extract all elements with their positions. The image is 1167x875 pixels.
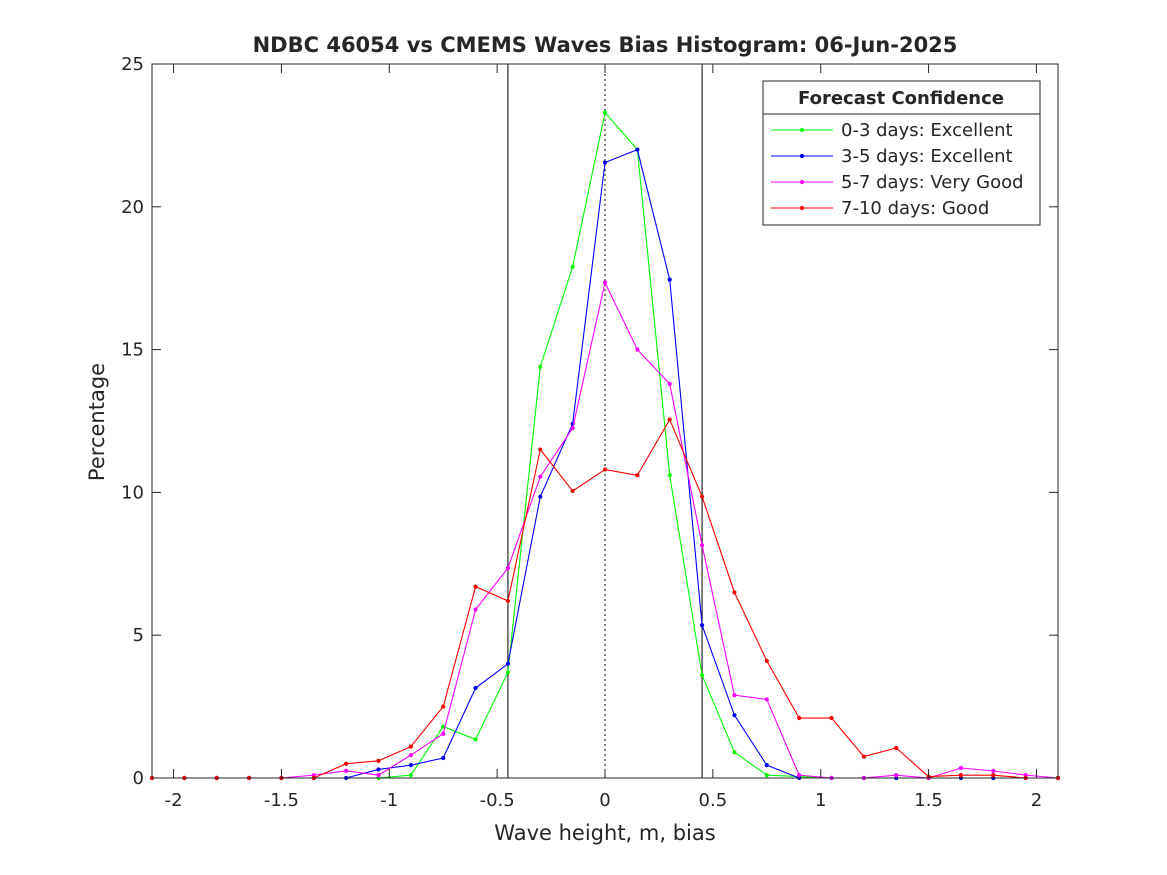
legend-marker-2: [799, 179, 805, 185]
data-point-3-25: [958, 773, 964, 778]
data-point-3-7: [376, 758, 381, 763]
data-point-3-17: [699, 494, 705, 499]
data-point-3-15: [635, 473, 640, 478]
data-point-3-26: [991, 773, 996, 778]
data-point-3-9: [441, 704, 446, 709]
data-point-2-8: [408, 753, 413, 758]
data-point-2-15: [635, 347, 640, 352]
data-point-3-19: [764, 658, 769, 664]
legend-marker-3: [799, 205, 805, 211]
data-point-0-14: [602, 110, 608, 115]
data-point-2-10: [473, 607, 478, 612]
chart-title: NDBC 46054 vs CMEMS Waves Bias Histogram…: [253, 33, 958, 57]
data-point-1-15: [635, 147, 640, 152]
y-tick-label-3: 15: [121, 340, 144, 361]
data-point-1-17: [699, 623, 705, 628]
data-point-2-7: [376, 773, 381, 778]
data-point-1-18: [732, 713, 737, 718]
data-point-3-21: [829, 715, 834, 721]
data-point-1-9: [441, 755, 446, 761]
x-tick-label-5: 0.5: [699, 790, 728, 811]
legend-box: [762, 80, 1041, 226]
y-tick-label-2: 10: [121, 482, 144, 503]
data-point-1-16: [667, 277, 672, 282]
legend-title: Forecast Confidence: [798, 88, 1004, 109]
data-point-2-26: [991, 768, 996, 773]
data-point-3-22: [861, 754, 866, 759]
x-tick-label-1: -1.5: [264, 790, 299, 811]
data-point-3-13: [570, 488, 575, 494]
data-point-2-18: [732, 693, 737, 698]
data-point-2-19: [764, 697, 769, 702]
x-tick-label-6: 1: [815, 790, 826, 811]
data-point-0-12: [538, 364, 543, 369]
x-tick-label-8: 2: [1031, 790, 1042, 811]
data-point-2-6: [344, 768, 349, 773]
legend-entry-0: 0-3 days: Excellent: [771, 120, 1013, 141]
data-point-2-25: [958, 765, 964, 771]
data-point-0-8: [408, 773, 413, 778]
data-point-1-7: [376, 767, 381, 772]
data-point-3-10: [473, 584, 478, 589]
x-tick-label-4: 0: [599, 790, 610, 811]
y-tick-label-0: 0: [133, 768, 144, 789]
legend-label-0: 0-3 days: Excellent: [841, 120, 1013, 141]
x-axis-label: Wave height, m, bias: [494, 821, 715, 845]
data-point-0-11: [505, 670, 511, 675]
data-point-1-12: [538, 494, 543, 499]
data-point-2-9: [441, 731, 446, 736]
data-point-2-20: [797, 773, 802, 778]
y-tick-label-4: 20: [121, 197, 144, 218]
data-point-2-14: [602, 280, 608, 285]
data-point-0-17: [699, 673, 705, 678]
data-point-3-18: [732, 590, 737, 595]
data-point-1-11: [505, 661, 511, 666]
reference-lines: [507, 64, 703, 778]
data-point-1-14: [602, 160, 608, 165]
data-point-0-18: [732, 750, 737, 755]
y-tick-label-5: 25: [121, 54, 144, 75]
data-point-3-14: [602, 467, 608, 472]
x-tick-label-7: 1.5: [914, 790, 943, 811]
x-tick-label-3: -0.5: [480, 790, 515, 811]
data-point-2-23: [894, 773, 899, 778]
data-point-2-12: [538, 474, 543, 479]
data-point-3-11: [505, 598, 511, 604]
data-point-2-13: [570, 426, 575, 431]
y-axis-label: Percentage: [85, 363, 109, 481]
data-point-3-20: [797, 715, 802, 721]
legend-label-1: 3-5 days: Excellent: [841, 146, 1013, 167]
legend-label-3: 7-10 days: Good: [841, 198, 989, 219]
x-tick-label-2: -1: [380, 790, 398, 811]
data-point-3-6: [344, 761, 349, 766]
legend-entry-3: 7-10 days: Good: [771, 198, 989, 219]
data-point-2-17: [699, 543, 705, 548]
legend-marker-0: [799, 127, 805, 133]
data-point-0-19: [764, 773, 769, 778]
y-tick-label-1: 5: [133, 625, 144, 646]
data-point-1-8: [408, 763, 413, 768]
data-point-0-10: [473, 737, 478, 742]
data-point-2-16: [667, 381, 672, 386]
legend-entries: 0-3 days: Excellent 3-5 days: Excellent 5-…: [771, 120, 1024, 219]
data-point-2-11: [505, 565, 511, 571]
data-point-3-23: [894, 745, 899, 751]
data-point-0-16: [667, 473, 672, 478]
data-point-1-10: [473, 685, 478, 691]
legend-label-2: 5-7 days: Very Good: [841, 172, 1024, 193]
legend-entry-2: 5-7 days: Very Good: [771, 172, 1024, 193]
x-tick-label-0: -2: [165, 790, 183, 811]
legend-entry-1: 3-5 days: Excellent: [771, 146, 1013, 167]
data-point-0-13: [570, 264, 575, 269]
data-point-1-19: [764, 763, 769, 768]
data-point-3-16: [667, 417, 672, 422]
data-point-3-12: [538, 447, 543, 452]
legend: Forecast Confidence 0-3 days: Excellent 3…: [762, 80, 1041, 226]
data-point-3-8: [408, 744, 413, 749]
legend-marker-1: [799, 153, 805, 159]
